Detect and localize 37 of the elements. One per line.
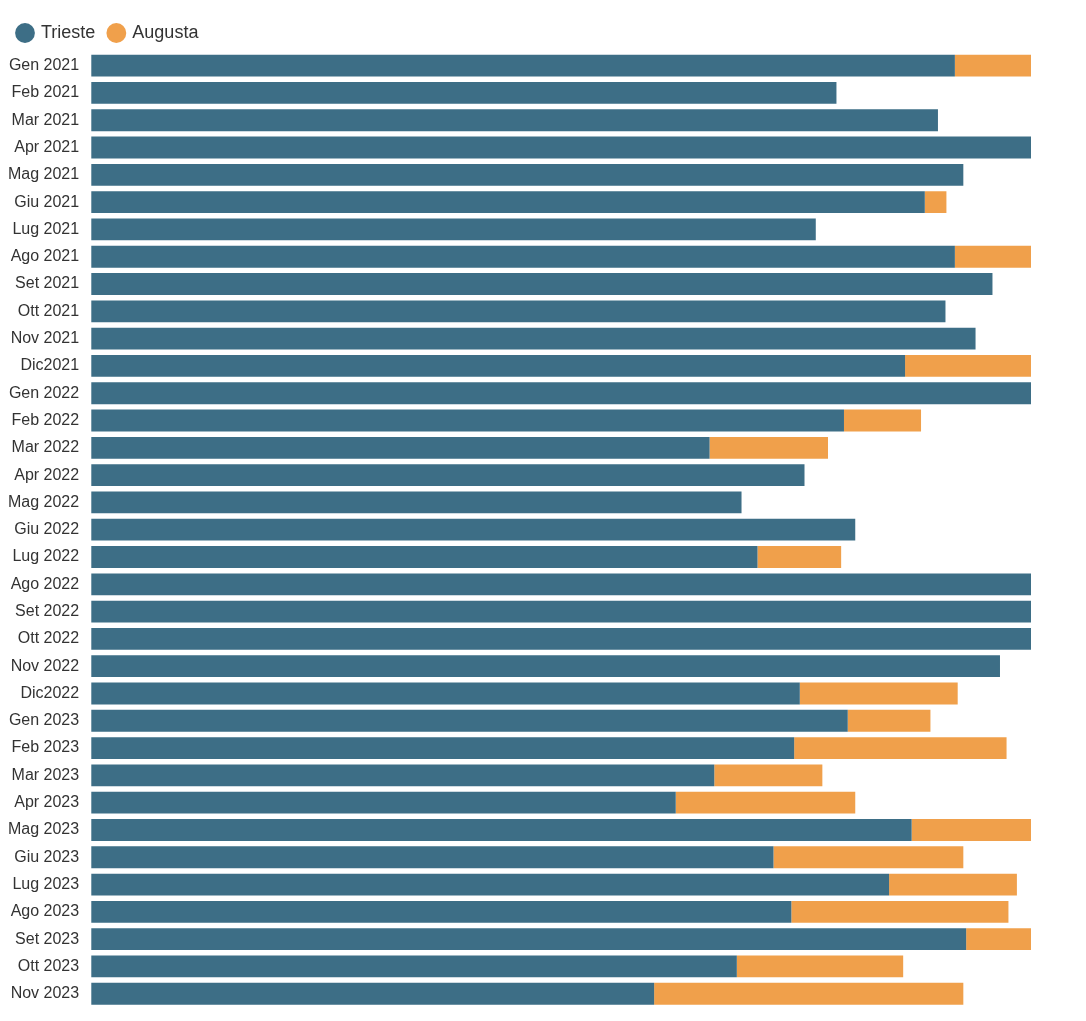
y-tick-label: Gen 2022 bbox=[8, 383, 80, 401]
y-tick-label: Gen 2021 bbox=[8, 56, 80, 74]
y-tick-label: Mag 2022 bbox=[7, 492, 80, 510]
y-tick-label: Mar 2021 bbox=[11, 110, 80, 128]
y-tick-label: Mag 2023 bbox=[7, 820, 80, 838]
y-tick-label: Ago 2022 bbox=[10, 574, 80, 592]
y-tick-label: Feb 2022 bbox=[11, 410, 80, 428]
y-tick-label: Apr 2022 bbox=[14, 465, 80, 483]
y-tick-label: Nov 2023 bbox=[10, 984, 80, 1002]
y-tick-label: Set 2023 bbox=[15, 929, 80, 947]
y-tick-label: Nov 2021 bbox=[10, 329, 80, 347]
y-tick-label: Lug 2022 bbox=[12, 547, 80, 565]
y-tick-label: Giu 2023 bbox=[14, 847, 80, 865]
y-tick-label: Feb 2023 bbox=[11, 738, 80, 756]
y-tick-label: Lug 2021 bbox=[12, 219, 80, 237]
legend-label: Augusta bbox=[132, 21, 200, 42]
y-tick-label: Mar 2023 bbox=[11, 765, 80, 783]
y-tick-label: Ott 2023 bbox=[17, 956, 80, 974]
y-tick-label: Dic2021 bbox=[20, 356, 80, 374]
y-tick-label: Dic2022 bbox=[20, 683, 80, 701]
y-tick-label: Feb 2021 bbox=[11, 83, 80, 101]
y-tick-label: Ago 2021 bbox=[10, 247, 80, 265]
y-tick-label: Ott 2021 bbox=[17, 301, 80, 319]
y-tick-label: Giu 2021 bbox=[14, 192, 80, 210]
legend-label: Trieste bbox=[41, 21, 96, 42]
y-tick-label: Set 2022 bbox=[15, 602, 80, 619]
y-tick-label: Lug 2023 bbox=[12, 874, 80, 892]
y-tick-label: Ago 2023 bbox=[10, 902, 80, 920]
y-tick-label: Gen 2023 bbox=[8, 711, 80, 729]
y-tick-label: Mag 2021 bbox=[7, 165, 80, 183]
y-tick-label: Nov 2022 bbox=[10, 656, 80, 674]
y-tick-label: Mar 2022 bbox=[11, 438, 80, 456]
y-tick-label: Ott 2022 bbox=[17, 629, 80, 647]
y-tick-label: Apr 2021 bbox=[14, 137, 80, 155]
y-tick-label: Set 2021 bbox=[15, 274, 80, 292]
y-tick-label: Apr 2023 bbox=[14, 793, 80, 811]
y-tick-label: Giu 2022 bbox=[14, 520, 80, 538]
